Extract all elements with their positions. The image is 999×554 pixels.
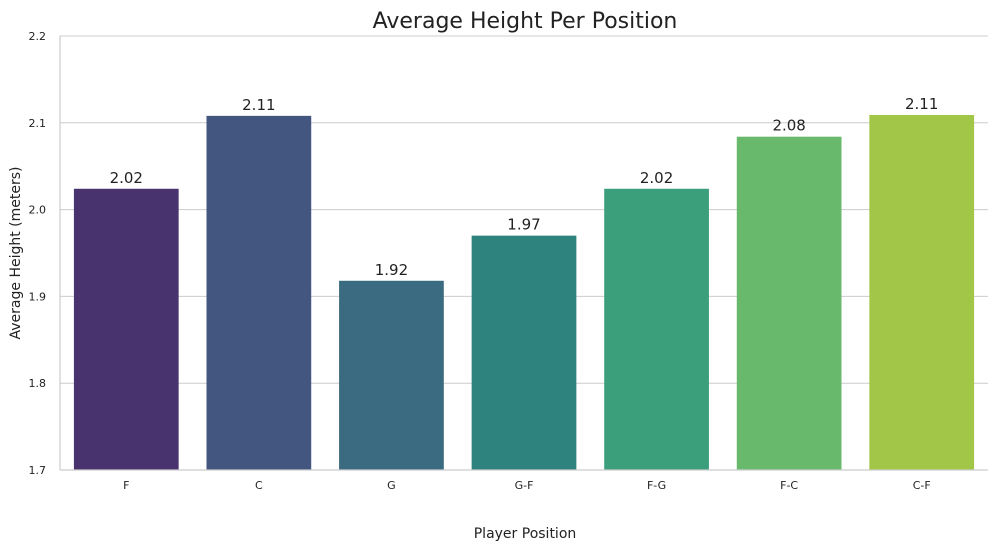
y-ticks: 1.7 1.8 1.9 2.0 2.1 2.2 [29,30,47,477]
bar-g [339,280,444,470]
y-tick-label: 2.0 [29,204,47,217]
x-tick-label: F [123,479,129,492]
value-label: 1.97 [507,216,540,234]
bar-f-g [604,188,709,470]
bar-f [73,188,179,470]
x-ticks: F C G G-F F-G F-C C-F [123,479,931,492]
value-label: 2.02 [110,169,143,187]
value-label: 2.08 [772,117,805,135]
value-label: 2.11 [905,95,938,113]
value-labels: 2.02 2.11 1.92 1.97 2.02 2.08 2.11 [110,95,939,279]
value-label: 1.92 [375,261,408,279]
y-tick-label: 2.2 [29,30,47,43]
x-tick-label: C-F [913,479,931,492]
y-tick-label: 2.1 [29,117,47,130]
y-tick-label: 1.7 [29,464,47,477]
y-tick-label: 1.8 [29,377,47,390]
bars [73,114,975,471]
x-axis-label: Player Position [474,526,577,542]
bar-g-f [471,235,577,470]
y-tick-label: 1.9 [29,290,47,303]
value-label: 2.11 [242,96,275,114]
y-axis-label: Average Height (meters) [8,167,24,340]
bar-c-f [869,114,975,470]
x-tick-label: C [255,479,263,492]
chart-title: Average Height Per Position [373,9,678,34]
bar-c [206,115,312,470]
x-tick-label: G [387,479,396,492]
bar-f-c [736,136,842,471]
x-tick-label: F-C [780,479,798,492]
x-tick-label: F-G [647,479,666,492]
value-label: 2.02 [640,169,673,187]
x-tick-label: G-F [515,479,534,492]
